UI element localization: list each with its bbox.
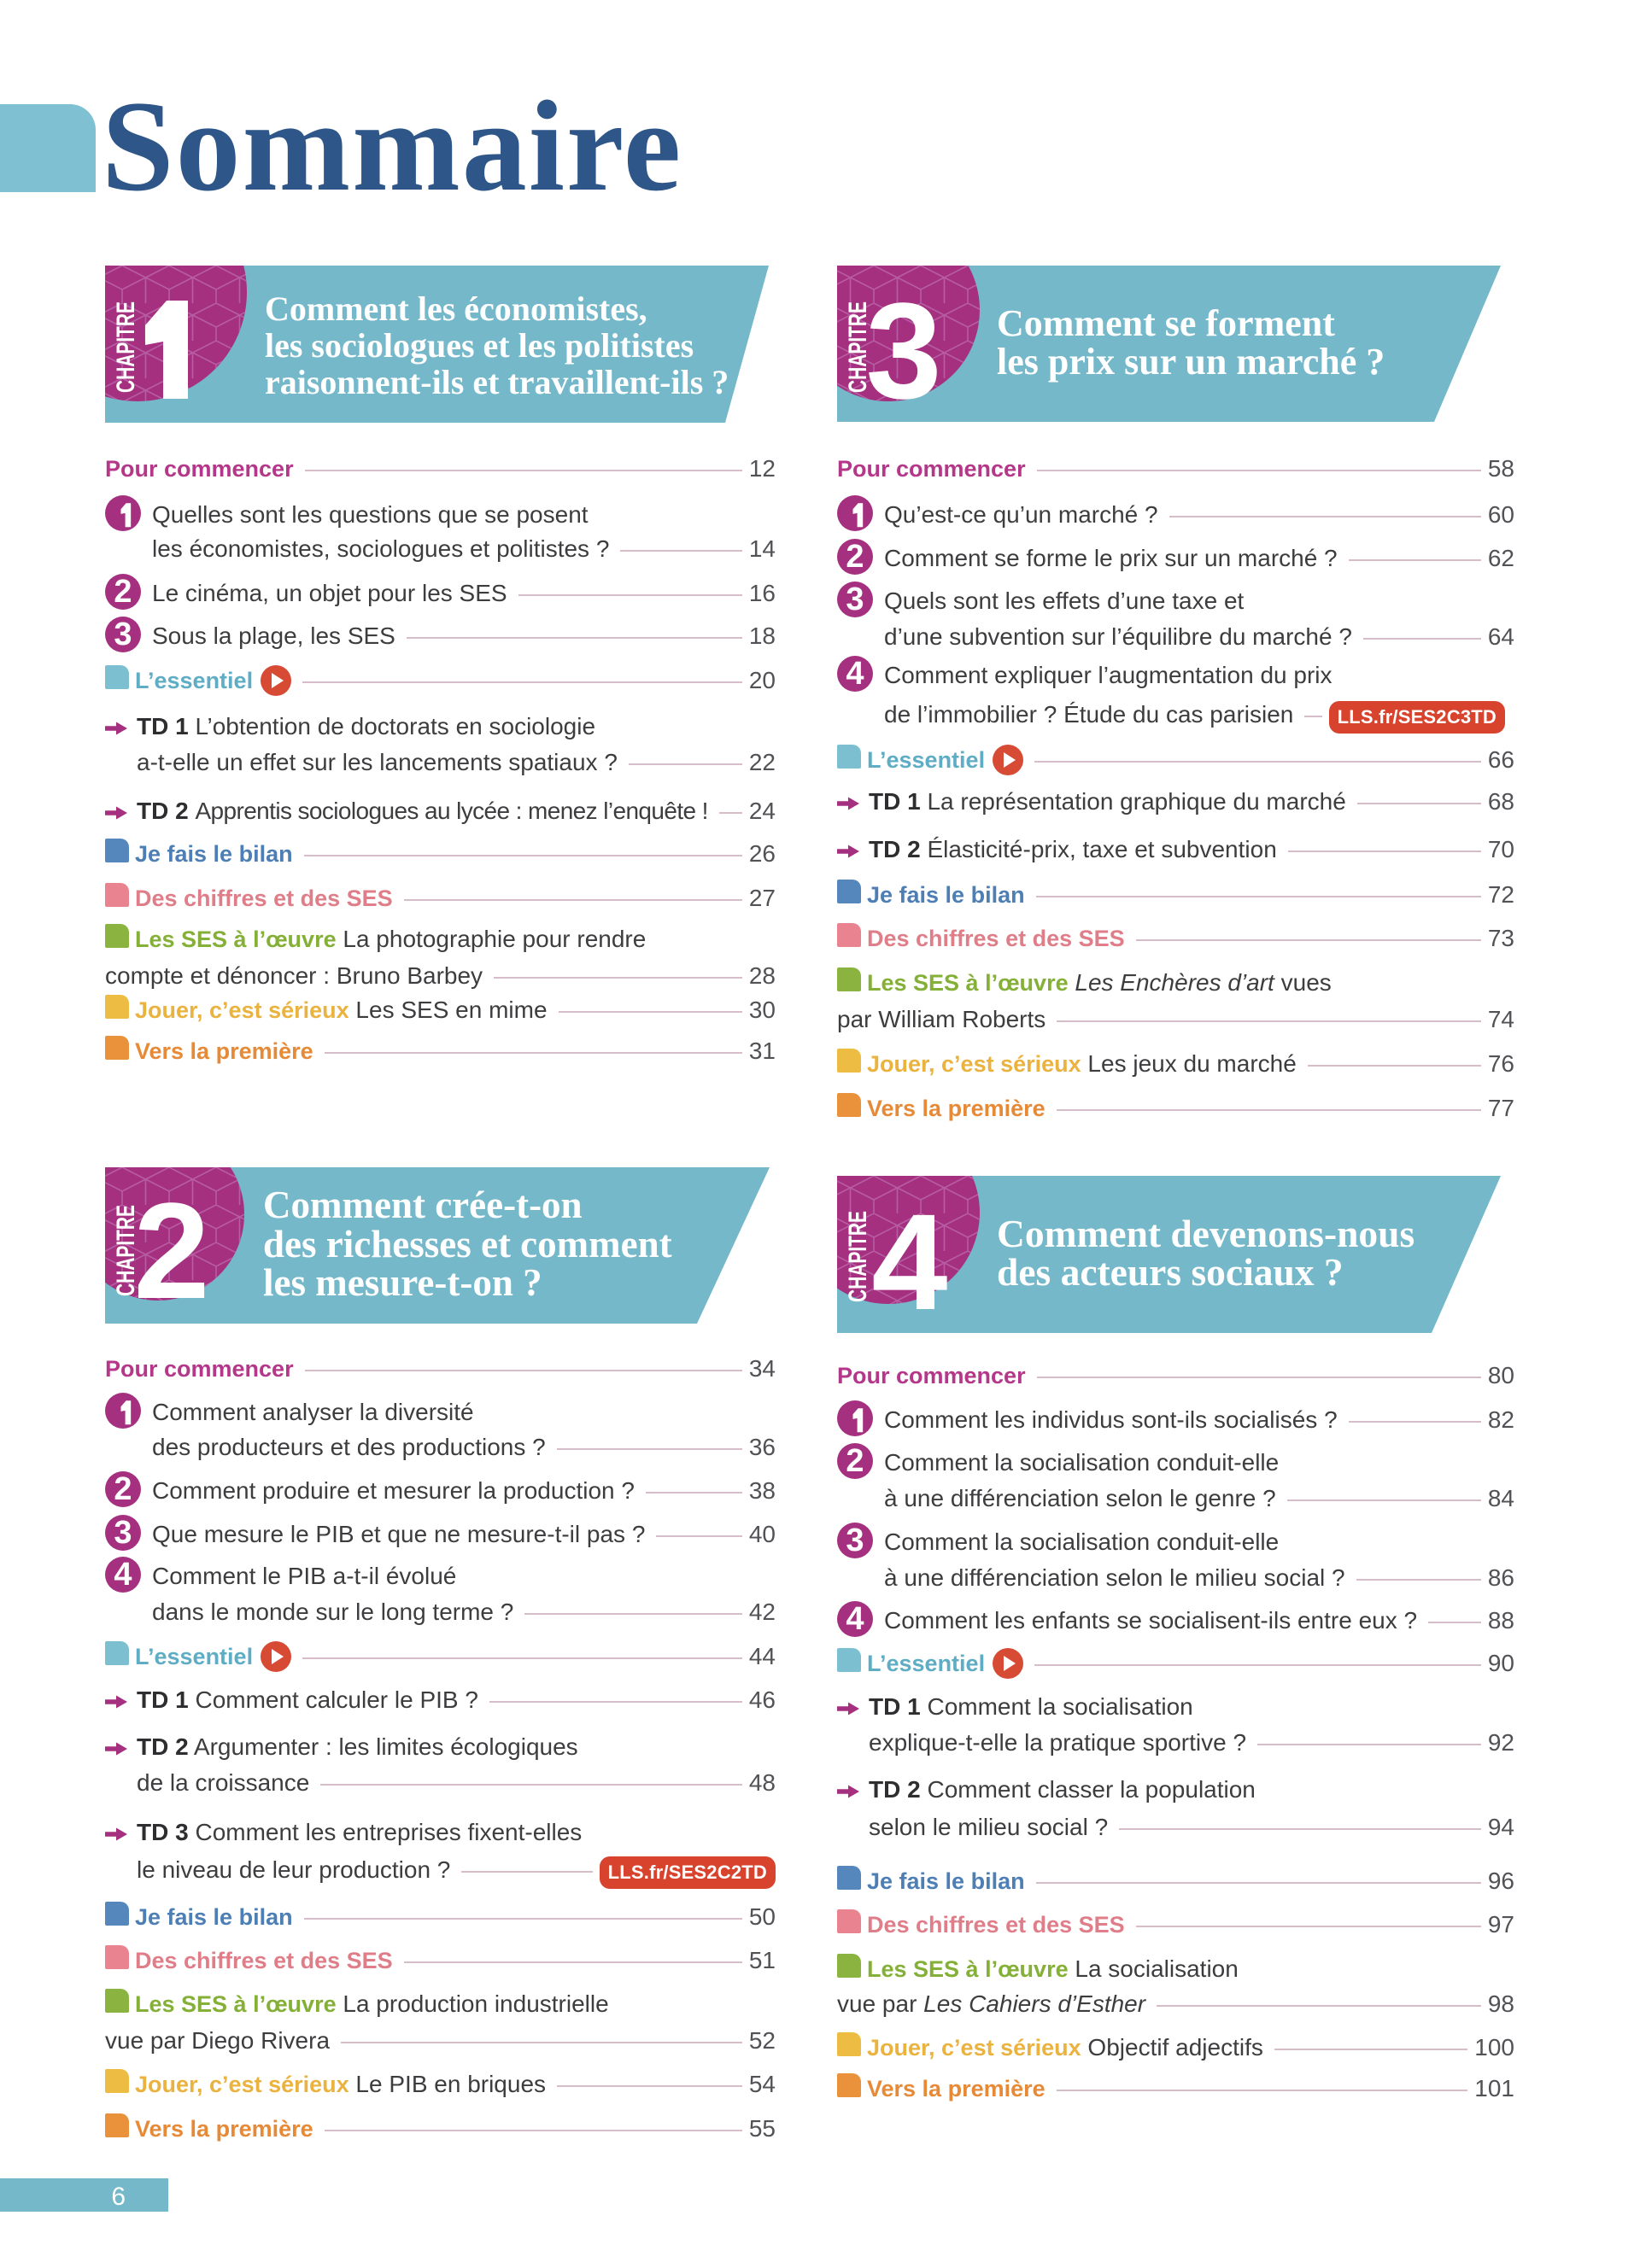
svg-text:CHAPITRE: CHAPITRE (844, 301, 872, 393)
svg-text:CHAPITRE: CHAPITRE (112, 301, 140, 393)
svg-text:3: 3 (866, 274, 942, 427)
svg-text:CHAPITRE: CHAPITRE (844, 1211, 872, 1302)
svg-text:CHAPITRE: CHAPITRE (112, 1205, 140, 1296)
svg-text:2: 2 (134, 1174, 210, 1327)
svg-text:4: 4 (872, 1185, 948, 1338)
